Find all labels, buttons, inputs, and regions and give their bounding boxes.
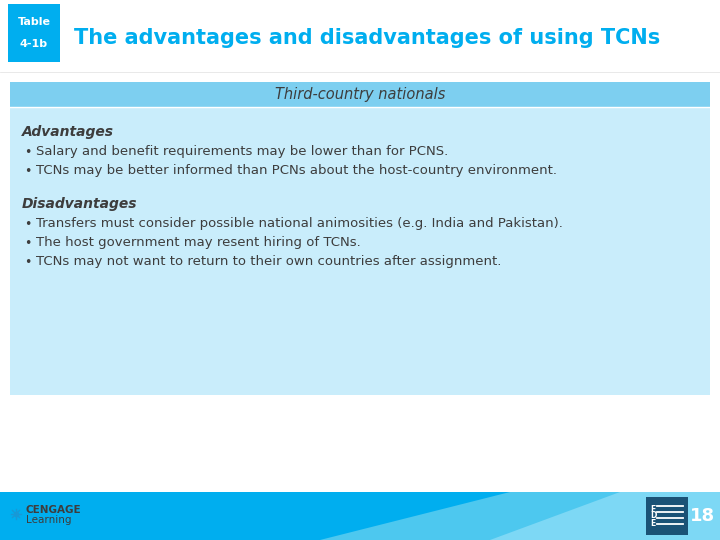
Text: Advantages: Advantages <box>22 125 114 139</box>
Text: 18: 18 <box>690 507 716 525</box>
Text: D: D <box>650 511 657 521</box>
Text: F: F <box>650 504 655 514</box>
Text: •: • <box>24 165 32 178</box>
Polygon shape <box>320 492 720 540</box>
Text: •: • <box>24 256 32 269</box>
Text: •: • <box>24 146 32 159</box>
Text: Salary and benefit requirements may be lower than for PCNS.: Salary and benefit requirements may be l… <box>36 145 449 158</box>
Text: TCNs may not want to return to their own countries after assignment.: TCNs may not want to return to their own… <box>36 255 501 268</box>
Text: 4-1b: 4-1b <box>20 39 48 49</box>
FancyBboxPatch shape <box>10 82 710 107</box>
FancyBboxPatch shape <box>8 4 60 62</box>
Text: Table: Table <box>17 17 50 27</box>
Text: The advantages and disadvantages of using TCNs: The advantages and disadvantages of usin… <box>74 28 660 48</box>
Text: •: • <box>24 218 32 231</box>
Text: CENGAGE: CENGAGE <box>26 505 81 515</box>
Text: Disadvantages: Disadvantages <box>22 197 138 211</box>
FancyBboxPatch shape <box>0 492 720 540</box>
FancyBboxPatch shape <box>646 497 688 535</box>
Polygon shape <box>490 492 720 540</box>
Text: Transfers must consider possible national animosities (e.g. India and Pakistan).: Transfers must consider possible nationa… <box>36 217 563 230</box>
Text: TCNs may be better informed than PCNs about the host-country environment.: TCNs may be better informed than PCNs ab… <box>36 164 557 177</box>
Text: E: E <box>650 518 655 528</box>
Text: •: • <box>24 237 32 250</box>
Text: The host government may resent hiring of TCNs.: The host government may resent hiring of… <box>36 236 361 249</box>
Text: Learning: Learning <box>26 515 71 525</box>
FancyBboxPatch shape <box>10 107 710 395</box>
Text: Third-country nationals: Third-country nationals <box>275 87 445 102</box>
